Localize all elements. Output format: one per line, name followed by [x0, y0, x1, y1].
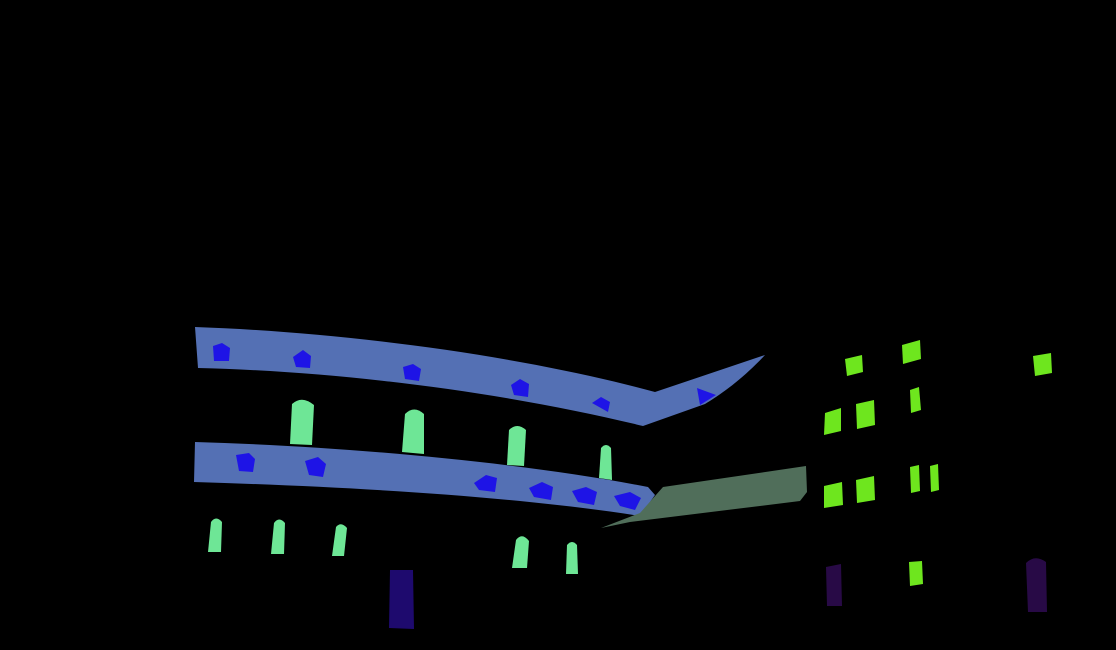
window [824, 482, 843, 508]
window [290, 400, 314, 445]
window [1033, 353, 1052, 376]
window [566, 542, 578, 574]
door [1026, 558, 1047, 612]
door [826, 564, 842, 606]
window [910, 465, 920, 493]
window [909, 561, 923, 586]
window [856, 476, 875, 503]
door [389, 570, 414, 629]
window [930, 464, 939, 492]
window [856, 400, 875, 429]
window [507, 426, 526, 466]
window [402, 410, 424, 455]
window [599, 445, 612, 480]
